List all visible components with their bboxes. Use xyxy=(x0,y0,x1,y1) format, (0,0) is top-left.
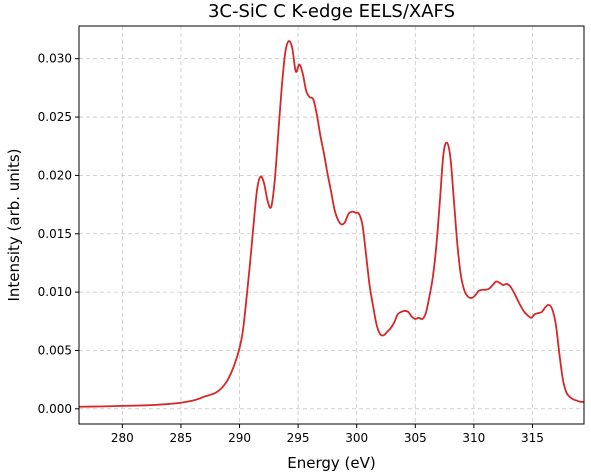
grid xyxy=(79,26,584,424)
plot-frame xyxy=(78,25,585,425)
y-tick-label: 0.010 xyxy=(38,285,72,299)
x-axis-label: Energy (eV) xyxy=(287,454,375,472)
series-line xyxy=(78,40,585,408)
x-tick-label: 295 xyxy=(287,431,310,445)
y-tick-label: 0.005 xyxy=(38,343,72,357)
chart-title: 3C-SiC C K-edge EELS/XAFS xyxy=(208,1,455,22)
x-tick-label: 300 xyxy=(345,431,368,445)
y-tick-label: 0.030 xyxy=(38,52,72,66)
ticks: 280 285 290 295 300 305 310 315 0.000 0.005 0.010 0… xyxy=(38,52,544,445)
y-tick-label: 0.015 xyxy=(38,227,72,241)
x-tick-label: 310 xyxy=(462,431,485,445)
y-tick-label: 0.025 xyxy=(38,110,72,124)
x-tick-label: 280 xyxy=(111,431,134,445)
series-layer xyxy=(78,40,585,408)
x-tick-label: 290 xyxy=(228,431,251,445)
x-tick-label: 305 xyxy=(404,431,427,445)
y-tick-label: 0.000 xyxy=(38,402,72,416)
x-tick-label: 315 xyxy=(521,431,544,445)
x-tick-label: 285 xyxy=(169,431,192,445)
y-tick-label: 0.020 xyxy=(38,168,72,182)
y-axis-label: Intensity (arb. units) xyxy=(5,148,23,301)
